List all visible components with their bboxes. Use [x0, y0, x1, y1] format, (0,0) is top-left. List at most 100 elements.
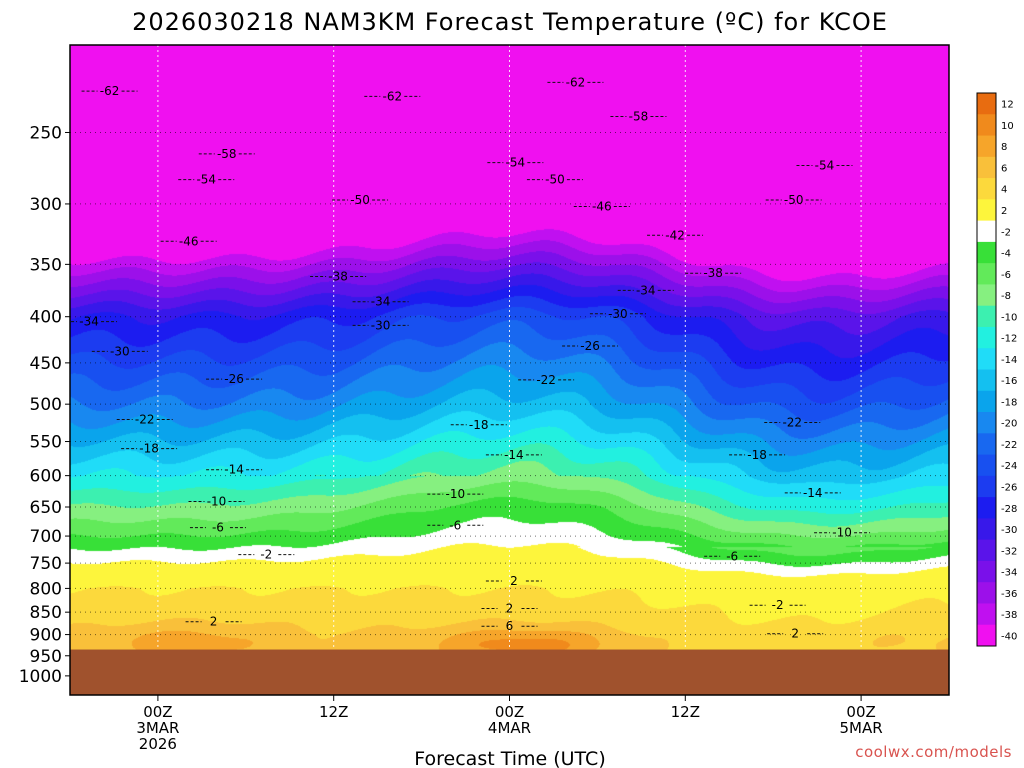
- colorbar-swatch: [977, 390, 996, 413]
- colorbar-tick-label: -16: [1001, 376, 1017, 387]
- credit-text: coolwx.com/models: [855, 743, 1012, 761]
- contour-label: 2: [210, 615, 218, 629]
- colorbar-swatch: [977, 348, 996, 370]
- x-tick-label: 00Z: [846, 703, 875, 721]
- contour-label: -54: [196, 173, 216, 187]
- colorbar-swatch: [977, 178, 996, 200]
- contour-label: -2: [260, 548, 272, 562]
- contour-label: -50: [350, 193, 370, 207]
- contour-label: -6: [726, 549, 738, 563]
- colorbar-swatch: [977, 539, 996, 562]
- colorbar-tick-label: -24: [1001, 461, 1017, 472]
- contour-label: -14: [224, 463, 244, 477]
- colorbar-swatch: [977, 582, 996, 604]
- colorbar-tick-label: -18: [1001, 397, 1017, 408]
- x-tick-label: 00Z: [143, 703, 172, 721]
- contour-label: -10: [832, 526, 852, 540]
- colorbar-tick-label: 6: [1001, 163, 1007, 174]
- ground-surface: [70, 649, 949, 695]
- contour-label: -18: [747, 448, 767, 462]
- y-tick-label: 700: [30, 527, 62, 547]
- plot-area: -62 -62-62-58-58-54-54 -54-50-50-50-46-46-…: [70, 45, 949, 695]
- colorbar-frame: [976, 92, 997, 647]
- x-tick-label: 4MAR: [488, 719, 531, 737]
- colorbar-tick-label: -38: [1001, 610, 1017, 621]
- colorbar-swatch: [977, 326, 996, 349]
- contour-label: -6: [212, 521, 224, 535]
- contour-label: -22: [782, 416, 802, 430]
- contour-label: -58: [629, 109, 649, 123]
- colorbar-tick-label: -32: [1001, 546, 1017, 557]
- contour-label: -58: [217, 147, 237, 161]
- colorbar-swatch: [977, 454, 996, 477]
- x-axis-label: Forecast Time (UTC): [414, 748, 605, 768]
- colorbar-tick-label: -8: [1001, 291, 1011, 302]
- colorbar-swatch: [977, 93, 996, 115]
- y-tick-label: 900: [30, 626, 62, 646]
- x-tick-label: 12Z: [319, 703, 348, 721]
- x-tick-label: 12Z: [671, 703, 700, 721]
- colorbar-swatch: [977, 369, 996, 392]
- contour-label: -30: [110, 344, 130, 358]
- colorbar-tick-label: -6: [1001, 270, 1011, 281]
- colorbar-tick-label: -40: [1001, 631, 1017, 642]
- gridlines: [70, 45, 949, 695]
- contour-label: -30: [371, 318, 391, 332]
- colorbar-tick-label: 8: [1001, 142, 1007, 153]
- contour-label: 2: [791, 627, 799, 641]
- colorbar-tick-label: 2: [1001, 206, 1007, 217]
- colorbar-tick-label: -10: [1001, 312, 1017, 323]
- contour-label: -18: [139, 442, 159, 456]
- contour-label: -30: [608, 307, 628, 321]
- y-tick-label: 650: [30, 498, 62, 518]
- contour-label: -34: [79, 315, 99, 329]
- y-tick-label: 1000: [19, 667, 62, 687]
- contour-label: -38: [703, 266, 723, 280]
- colorbar-tick-label: -2: [1001, 227, 1011, 238]
- contour-label: -14: [803, 486, 823, 500]
- y-axis-ticks: 250 300 350 400 450 500 550 600 650 700 750 800 850 9…: [19, 123, 70, 687]
- y-tick-label: 450: [30, 354, 62, 374]
- y-tick-label: 550: [30, 433, 62, 453]
- colorbar-tick-label: -28: [1001, 504, 1017, 515]
- contour-label: -46: [592, 200, 612, 214]
- x-tick-label: 3MAR: [136, 719, 179, 737]
- y-tick-label: 400: [30, 308, 62, 328]
- colorbar: 12 10 8 6 4 2 -2 -4 -6 -8 -10 -12 -14 -16 -18 -20 -22 -24…: [976, 92, 1017, 647]
- colorbar-tick-label: -36: [1001, 589, 1017, 600]
- contour-label: -26: [224, 372, 244, 386]
- colorbar-tick-label: -22: [1001, 440, 1017, 451]
- colorbar-swatch: [977, 114, 996, 137]
- contour-label: -10: [445, 487, 465, 501]
- contour-label: -6: [449, 518, 461, 532]
- contour-label: 6: [506, 619, 514, 633]
- contour-label: -50: [545, 173, 565, 187]
- y-tick-label: 300: [30, 195, 62, 215]
- x-tick-label: 5MAR: [840, 719, 883, 737]
- contour-label: 2: [506, 601, 514, 615]
- y-tick-label: 750: [30, 554, 62, 574]
- colorbar-tick-label: 12: [1001, 100, 1014, 111]
- colorbar-swatch: [977, 156, 996, 179]
- contour-label: -62: [382, 89, 402, 103]
- chart-title: 2026030218 NAM3KM Forecast Temperature (…: [132, 8, 888, 36]
- contour-label: -62: [100, 84, 120, 98]
- contour-label: -22: [135, 413, 155, 427]
- contour-label: -34: [636, 283, 656, 297]
- colorbar-swatch: [977, 475, 996, 498]
- y-tick-label: 850: [30, 603, 62, 623]
- colorbar-tick-label: -30: [1001, 525, 1017, 536]
- colorbar-tick-label: 4: [1001, 185, 1007, 196]
- contour-label: -18: [469, 418, 489, 432]
- contour-label: -54: [815, 159, 835, 173]
- colorbar-tick-label: -26: [1001, 482, 1017, 493]
- colorbar-swatch: [977, 263, 996, 285]
- colorbar-swatch: [977, 560, 996, 583]
- colorbar-swatch: [977, 241, 996, 264]
- contour-label: -54: [506, 156, 526, 170]
- x-tick-label: 00Z: [495, 703, 524, 721]
- y-tick-label: 250: [30, 123, 62, 143]
